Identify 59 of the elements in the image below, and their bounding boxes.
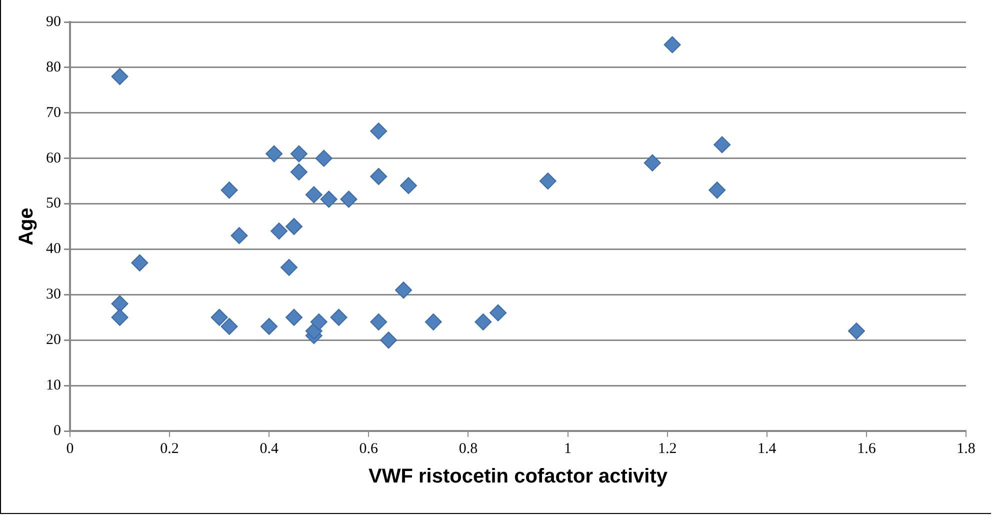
point (305, 186, 322, 204)
point (111, 68, 128, 86)
point (280, 258, 298, 276)
y-tick-label: 70 (46, 104, 61, 121)
point (230, 227, 248, 244)
point (260, 318, 278, 335)
point (380, 332, 398, 349)
point (286, 218, 302, 235)
point (220, 182, 238, 199)
point (490, 304, 507, 322)
point (286, 308, 302, 326)
y-tick-label: 30 (46, 286, 61, 303)
y-tick-label: 10 (46, 377, 61, 394)
point (370, 122, 388, 140)
point (340, 190, 358, 208)
point (330, 308, 348, 326)
y-tick-label: 20 (46, 332, 61, 348)
y-tick-label: 50 (46, 196, 61, 212)
x-tick-label: 0.6 (359, 440, 379, 457)
x-tick-label: 0.4 (260, 440, 279, 457)
point (400, 177, 417, 194)
point (266, 145, 283, 162)
point (315, 150, 332, 167)
x-tick-label: 1.2 (658, 440, 677, 457)
point (270, 222, 288, 240)
x-tick-label: 0.2 (160, 440, 179, 457)
x-tick-label: 1.8 (956, 440, 976, 457)
y-axis-title: Age (16, 208, 38, 246)
point (320, 190, 338, 208)
x-tick-label: 1.6 (857, 440, 876, 457)
point (131, 254, 148, 272)
point (664, 36, 681, 54)
point (370, 168, 388, 186)
x-tick-label: 0.8 (458, 440, 478, 457)
point (714, 136, 731, 154)
point (111, 308, 128, 326)
point (290, 163, 308, 180)
x-tick-label: 1 (564, 440, 572, 457)
point (848, 322, 865, 340)
point (395, 282, 412, 299)
point (220, 318, 238, 335)
x-tick-label: 0 (66, 440, 74, 457)
point (370, 313, 388, 330)
y-tick-label: 0 (54, 422, 61, 439)
point (708, 182, 726, 199)
point (310, 313, 328, 330)
x-axis-title: VWF ristocetin cofactor activity (368, 466, 668, 488)
y-tick-label: 80 (46, 59, 61, 76)
point (539, 172, 556, 190)
point (644, 154, 661, 172)
point (111, 295, 128, 312)
x-tick-label: 1.4 (758, 440, 777, 457)
point (474, 313, 492, 330)
point (210, 308, 228, 326)
y-tick-label: 60 (46, 150, 61, 166)
point (290, 145, 308, 162)
point (424, 313, 442, 330)
y-tick-label: 40 (46, 241, 61, 258)
y-tick-label: 90 (46, 14, 61, 30)
